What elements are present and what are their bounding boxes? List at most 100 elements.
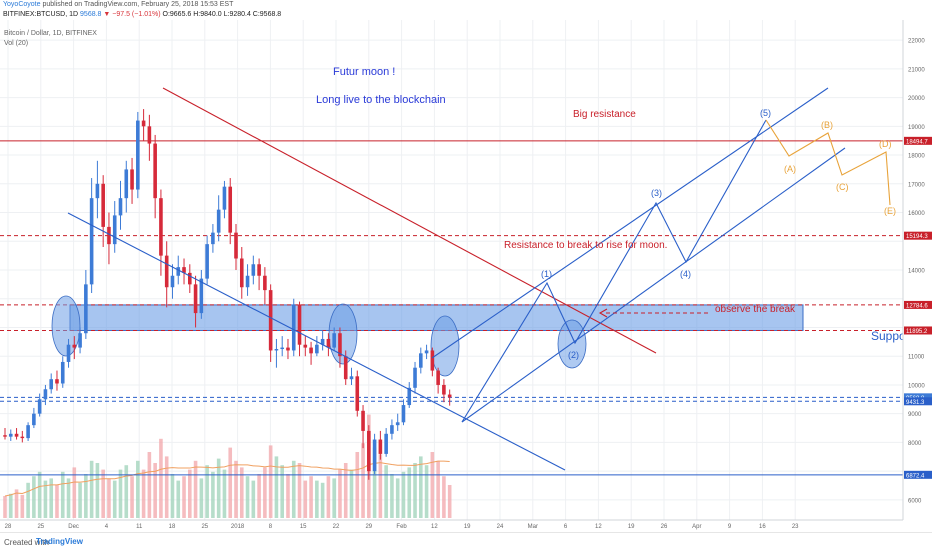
price-chart[interactable]: Futur moon ! Long live to the blockchain… xyxy=(0,0,932,532)
blue-channel-upper[interactable] xyxy=(431,87,829,359)
blockchain-text: Long live to the blockchain xyxy=(316,94,446,106)
elliott-wave-path[interactable] xyxy=(461,119,767,423)
candle-body xyxy=(43,389,48,400)
candle-body xyxy=(182,267,186,273)
volume-bar xyxy=(297,463,302,518)
volume-bar xyxy=(263,467,267,518)
candle-body xyxy=(245,275,250,288)
price-tick: 21000 xyxy=(908,67,925,73)
red-downtrend-line[interactable] xyxy=(162,87,657,354)
volume-bar xyxy=(338,469,342,518)
volume-bar xyxy=(268,445,273,518)
time-tick: 25 xyxy=(37,524,44,530)
wave-D: (D) xyxy=(879,139,892,149)
wave-C: (C) xyxy=(836,182,849,192)
candle-body xyxy=(291,304,296,351)
price-change: ▼ −97.5 (−1.01%) xyxy=(103,11,161,18)
candle-body xyxy=(442,384,446,395)
ellipse-jan xyxy=(328,303,358,365)
price-label: 15194.3 xyxy=(906,234,928,240)
wave-4: (4) xyxy=(680,269,691,279)
big-resistance-text: Big resistance xyxy=(573,109,636,120)
candle-body xyxy=(263,275,267,291)
volume-bar xyxy=(118,469,123,518)
time-tick: 29 xyxy=(365,524,372,530)
volume-bar xyxy=(124,465,129,518)
time-axis[interactable]: 28 25 Dec 4 11 18 25 2018 8 15 22 29 Feb 12 19 24 Mar 6 12… xyxy=(0,519,903,530)
price-tick: 20000 xyxy=(908,96,925,102)
volume-bar xyxy=(303,480,308,518)
volume-bar xyxy=(78,482,82,518)
price-label: 12784.6 xyxy=(906,303,928,309)
time-tick: 28 xyxy=(5,524,12,530)
volume-bar xyxy=(176,480,181,518)
candle-body xyxy=(384,433,388,454)
candle-body xyxy=(37,399,42,414)
ellipse-feb xyxy=(430,315,460,377)
volume-bar xyxy=(153,463,157,518)
candle-body xyxy=(211,232,215,245)
volume-bar xyxy=(20,494,25,518)
volume-bar xyxy=(216,458,221,518)
volume-bar xyxy=(361,443,365,518)
wave-1: (1) xyxy=(541,269,552,279)
candle-body xyxy=(274,349,279,351)
time-tick: Apr xyxy=(692,524,701,530)
volume-bar xyxy=(170,474,175,518)
volume-bar xyxy=(245,476,250,518)
highlight-ellipses xyxy=(51,295,587,377)
time-tick: Dec xyxy=(68,524,79,530)
candle-body xyxy=(32,413,36,426)
volume-bar xyxy=(112,480,117,518)
price-label: 6872.4 xyxy=(906,473,925,479)
candle-body xyxy=(326,338,331,348)
price-label-bg xyxy=(904,326,932,335)
wave-3: (3) xyxy=(651,188,662,198)
candle-body xyxy=(320,338,325,345)
volume-bar xyxy=(280,465,284,518)
candle-body xyxy=(124,169,129,199)
candle-body xyxy=(216,209,221,233)
volume-bar xyxy=(188,469,192,518)
time-tick: 26 xyxy=(661,524,668,530)
time-tick: 11 xyxy=(136,524,143,530)
volume-bar xyxy=(407,467,412,518)
candle-body xyxy=(193,284,198,314)
candle-body xyxy=(222,186,227,210)
volume-bar xyxy=(384,465,388,518)
volume-bar xyxy=(89,460,94,518)
candle-body xyxy=(176,267,181,276)
candle-body xyxy=(315,344,319,354)
observe-text: observe the break xyxy=(715,304,796,315)
blue-downtrend-line[interactable] xyxy=(67,212,566,471)
candle-body xyxy=(107,226,111,245)
candle-body xyxy=(424,350,429,354)
volume-bar xyxy=(430,452,435,518)
candle-body xyxy=(55,379,59,384)
candle-body xyxy=(130,169,134,190)
volume-bar xyxy=(378,454,383,518)
candle-body xyxy=(170,275,175,288)
time-tick: 18 xyxy=(169,524,176,530)
candle-body xyxy=(118,198,123,216)
volume-bar xyxy=(395,478,400,518)
volume-bar xyxy=(66,478,71,518)
abcde-wave-path[interactable] xyxy=(765,119,891,206)
price-tick: 8000 xyxy=(908,441,922,447)
time-tick: 15 xyxy=(300,524,307,530)
candle-body xyxy=(49,379,53,390)
time-tick: 24 xyxy=(497,524,504,530)
volume-bar xyxy=(32,476,36,518)
tradingview-logo[interactable]: TradingView xyxy=(36,537,83,546)
last-price: 9568.8 xyxy=(80,11,102,18)
volume-bar xyxy=(447,485,452,518)
volume-bar xyxy=(257,474,261,518)
blue-channel-lower[interactable] xyxy=(461,147,846,423)
volume-bar xyxy=(3,496,7,518)
candle-body xyxy=(447,394,452,398)
candle-body xyxy=(112,215,117,245)
author[interactable]: YoyoCoyote xyxy=(3,1,41,8)
time-tick: 19 xyxy=(464,524,471,530)
price-axis[interactable]: 6000 8000 9000 10000 11000 14000 16000 17000 180… xyxy=(902,20,932,520)
price-tick: 16000 xyxy=(908,211,925,217)
